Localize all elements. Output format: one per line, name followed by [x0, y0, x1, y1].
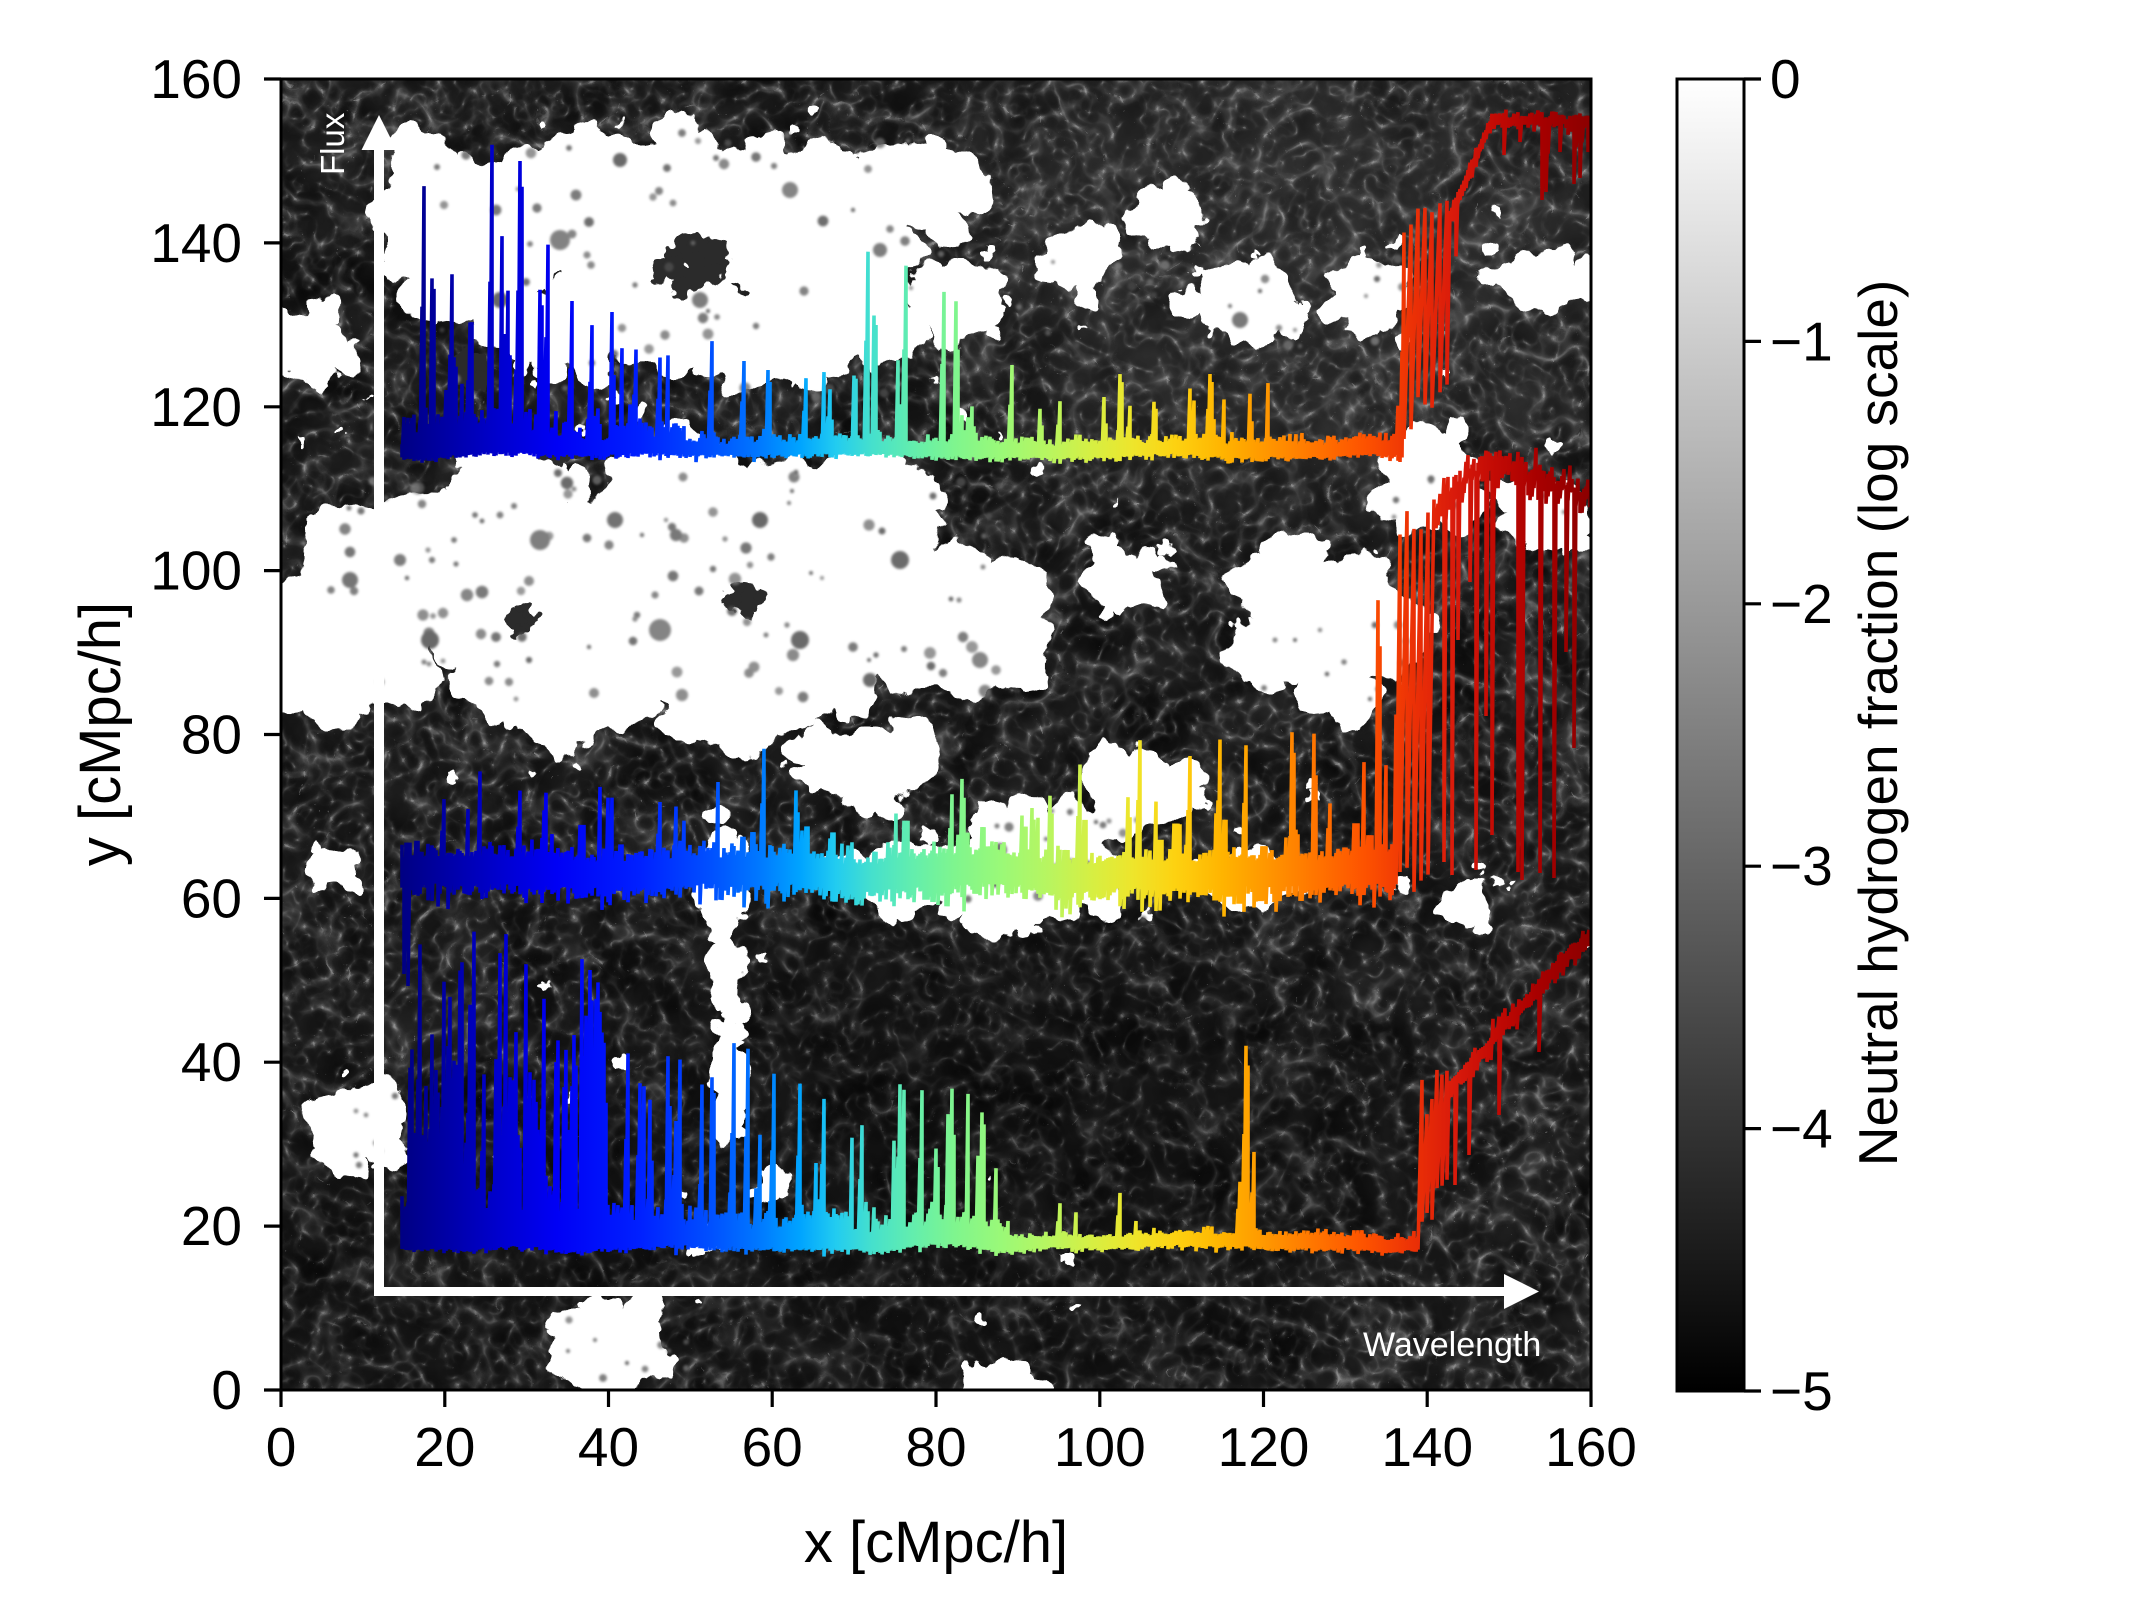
svg-text:−4: −4	[1770, 1098, 1833, 1160]
svg-text:−2: −2	[1770, 573, 1833, 635]
svg-text:0: 0	[1770, 48, 1801, 110]
svg-text:140: 140	[1381, 1416, 1473, 1478]
svg-text:Wavelength: Wavelength	[1363, 1326, 1541, 1364]
svg-text:40: 40	[578, 1416, 639, 1478]
svg-text:100: 100	[150, 540, 242, 602]
svg-text:x [cMpc/h]: x [cMpc/h]	[804, 1510, 1068, 1575]
svg-text:160: 160	[1545, 1416, 1637, 1478]
svg-text:80: 80	[905, 1416, 966, 1478]
svg-text:140: 140	[150, 212, 242, 274]
svg-text:60: 60	[742, 1416, 803, 1478]
svg-text:−3: −3	[1770, 835, 1833, 897]
svg-text:40: 40	[181, 1031, 242, 1093]
svg-text:160: 160	[150, 48, 242, 110]
svg-text:−5: −5	[1770, 1360, 1833, 1422]
svg-text:80: 80	[181, 704, 242, 766]
svg-text:0: 0	[266, 1416, 297, 1478]
svg-text:100: 100	[1054, 1416, 1146, 1478]
svg-text:−1: −1	[1770, 310, 1833, 372]
svg-text:120: 120	[1218, 1416, 1310, 1478]
svg-text:y [cMpc/h]: y [cMpc/h]	[68, 602, 133, 866]
svg-text:Neutral hydrogen fraction (log: Neutral hydrogen fraction (log scale)	[1847, 280, 1909, 1167]
svg-text:60: 60	[181, 867, 242, 929]
svg-text:120: 120	[150, 376, 242, 438]
svg-text:Flux: Flux	[314, 112, 351, 175]
svg-text:20: 20	[414, 1416, 475, 1478]
svg-text:20: 20	[181, 1195, 242, 1257]
svg-text:0: 0	[211, 1359, 242, 1421]
